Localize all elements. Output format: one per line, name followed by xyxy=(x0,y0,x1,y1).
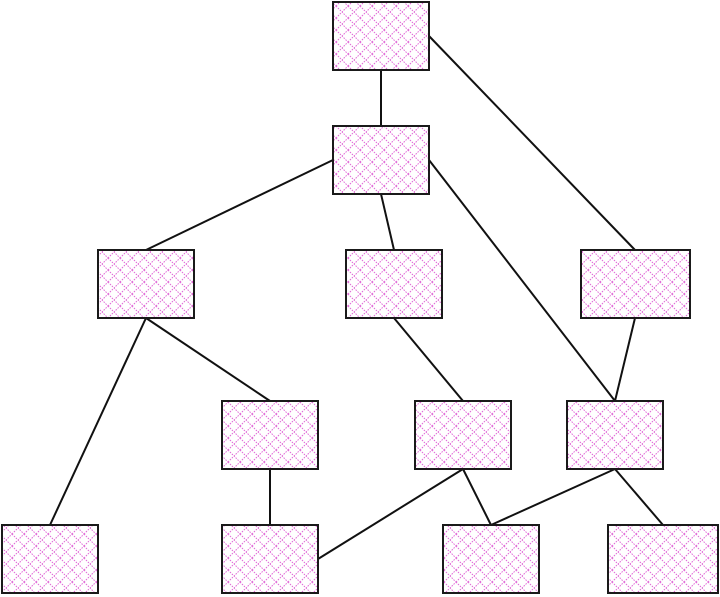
node-n6 xyxy=(221,400,319,470)
node-box xyxy=(566,400,664,470)
node-n5 xyxy=(580,249,691,319)
node-n10 xyxy=(221,524,319,594)
edge-n3-n6 xyxy=(145,317,271,402)
node-n3 xyxy=(97,249,195,319)
node-box xyxy=(442,524,540,594)
node-box xyxy=(332,125,430,195)
edge-n5-n8 xyxy=(614,317,636,402)
node-n1 xyxy=(332,1,430,71)
node-box xyxy=(221,524,319,594)
node-box xyxy=(221,400,319,470)
node-n8 xyxy=(566,400,664,470)
edge-n2-n4 xyxy=(380,193,395,251)
node-n7 xyxy=(414,400,512,470)
edge-n4-n7 xyxy=(393,317,464,402)
node-n4 xyxy=(345,249,443,319)
node-box xyxy=(1,524,99,594)
node-n2 xyxy=(332,125,430,195)
edge-n3-n9 xyxy=(49,317,147,526)
node-n12 xyxy=(607,524,719,594)
node-box xyxy=(345,249,443,319)
node-n9 xyxy=(1,524,99,594)
edge-n7-n11 xyxy=(462,468,492,526)
edge-n8-n12 xyxy=(614,468,664,526)
edge-n1-n5 xyxy=(428,35,636,251)
edge-n2-n8 xyxy=(428,159,616,402)
edges-layer xyxy=(49,35,664,560)
edge-n7-n10 xyxy=(317,468,464,560)
node-box xyxy=(580,249,691,319)
node-box xyxy=(97,249,195,319)
edge-n2-n3 xyxy=(145,159,334,251)
node-box xyxy=(414,400,512,470)
edge-n8-n11 xyxy=(490,468,616,526)
node-n11 xyxy=(442,524,540,594)
node-box xyxy=(607,524,719,594)
node-box xyxy=(332,1,430,71)
